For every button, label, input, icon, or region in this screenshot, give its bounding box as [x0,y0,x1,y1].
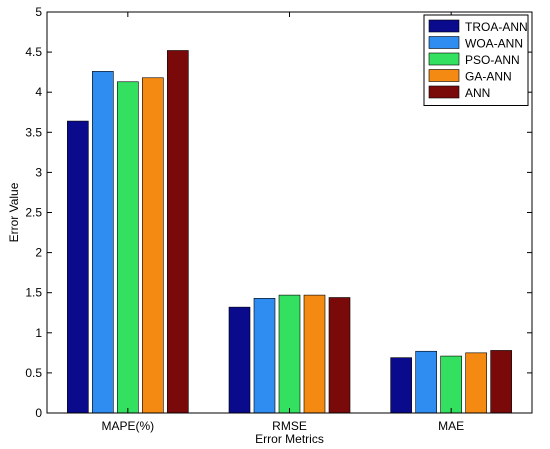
legend-label: GA-ANN [465,70,512,84]
x-axis: MAPE(%) RMSE MAE [101,12,464,433]
legend-swatch [428,19,460,33]
legend-swatch [428,69,460,82]
bar-ann-0 [167,50,189,414]
legend-swatch [428,85,460,99]
y-tick-label: 4.5 [25,45,42,59]
bar-woa-ann-0 [92,71,114,414]
bar-troa-ann-1 [228,306,251,414]
bar-pso-ann-2 [440,355,462,414]
bar-troa-ann-2 [390,357,412,414]
bar-woa-ann-2 [415,350,437,414]
x-tick-label: MAPE(%) [101,419,154,433]
legend-swatch [428,52,460,66]
bar-troa-ann-0 [67,120,89,414]
legend-swatch [428,36,460,49]
y-axis-label: Error Value [7,182,21,242]
bar-ga-ann-1 [303,294,326,414]
bar-woa-ann-1 [253,298,276,414]
y-tick-label: 5 [35,5,42,19]
bar-pso-ann-0 [117,81,139,414]
y-tick-label: 0.5 [25,366,42,380]
legend-label: ANN [465,86,490,100]
y-tick-label: 0 [35,406,42,420]
bars-group [67,50,512,414]
y-tick-label: 3.5 [25,125,42,139]
bar-ann-2 [490,350,512,414]
legend-label: PSO-ANN [465,53,520,67]
y-tick-label: 3 [35,165,42,179]
y-tick-label: 4 [35,85,42,99]
y-tick-label: 2.5 [25,206,42,220]
bar-pso-ann-1 [278,294,301,414]
x-axis-label: Error Metrics [255,432,324,446]
y-tick-label: 1.5 [25,286,42,300]
legend: TROA-ANN WOA-ANN PSO-ANN GA-ANN ANN [423,14,529,106]
bar-ga-ann-2 [465,352,487,414]
legend-label: WOA-ANN [465,37,523,51]
legend-label: TROA-ANN [465,20,528,34]
bar-ga-ann-0 [142,77,164,414]
y-tick-label: 1 [35,326,42,340]
bar-ann-1 [328,297,351,414]
x-tick-label: RMSE [272,419,307,433]
x-tick-label: MAE [438,419,464,433]
y-tick-label: 2 [35,246,42,260]
